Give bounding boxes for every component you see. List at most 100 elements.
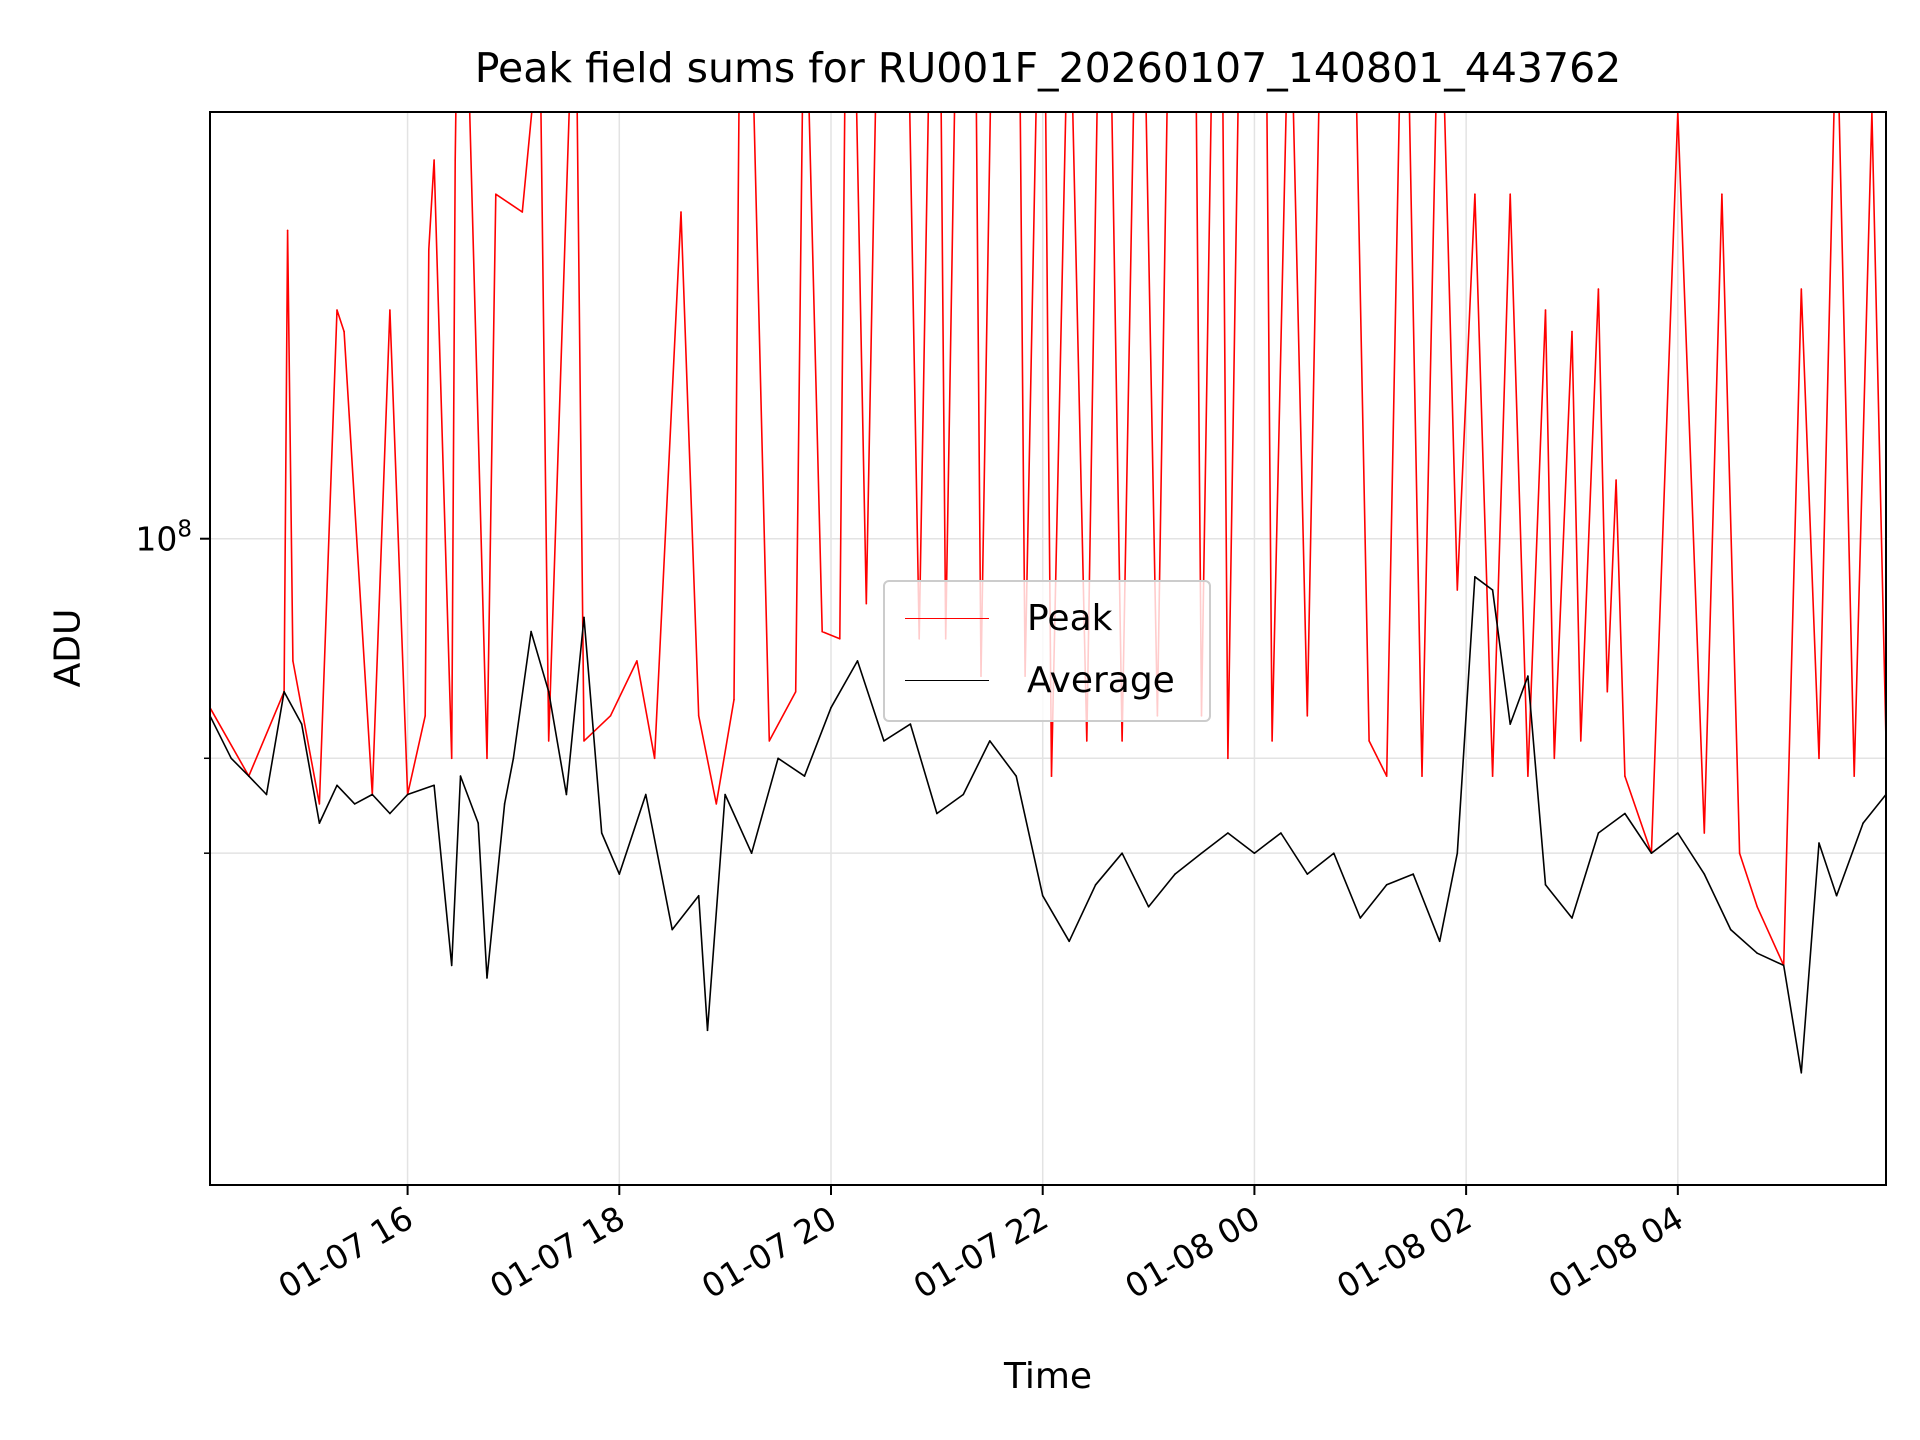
data-point-average [1306,873,1309,875]
data-point-peak [1624,775,1626,777]
x-tick-label: 01-07 18 [483,1198,631,1306]
data-point-peak [697,715,700,717]
data-point-average [1818,842,1820,844]
data-point-peak [865,602,868,605]
legend: Peak Average [883,580,1211,722]
data-point-average [565,793,568,796]
data-point-average [1147,906,1150,908]
data-point-average [706,1029,709,1032]
data-point-peak [547,740,550,742]
data-point-peak [636,660,638,662]
data-point-average [724,793,726,796]
data-point-average [1624,812,1626,815]
data-point-average [936,812,938,815]
x-tick-label: 01-07 16 [272,1198,420,1306]
data-point-peak [1050,775,1053,777]
data-point-average [697,894,700,897]
data-point-average [1227,832,1229,834]
x-tick-label: 01-08 04 [1542,1198,1690,1306]
legend-label-peak: Peak [1027,597,1113,639]
data-point-peak [1615,479,1617,481]
data-point-average [336,784,338,787]
legend-label-average: Average [1027,659,1175,701]
series-layer [210,25,1886,1074]
data-point-average [600,832,603,834]
data-point-peak [318,803,321,805]
x-tick-label: 01-08 00 [1118,1198,1266,1306]
data-point-peak [1227,757,1229,760]
data-point-average [1597,832,1600,834]
data-point-peak [1800,288,1803,290]
data-point-peak [1474,193,1476,195]
data-point-peak [539,25,541,27]
data-point-average [1527,675,1529,677]
data-point-average [1280,832,1282,834]
plot-frame [209,111,1887,1186]
data-point-average [1677,832,1679,834]
data-point-average [1509,723,1511,725]
data-point-average [1438,940,1441,943]
data-point-peak [428,248,430,251]
data-point-average [486,977,488,979]
data-point-average [1456,852,1459,854]
data-point-peak [680,211,682,213]
x-axis-label: Time [1003,1356,1093,1397]
data-point-average [750,852,753,854]
data-point-average [1862,822,1864,824]
data-point-average [1015,775,1017,777]
y-tick-label-base: 10 [135,520,177,559]
data-point-average [433,784,435,787]
data-point-average [883,740,885,742]
data-point-peak [733,698,735,701]
data-point-average [1094,884,1097,886]
data-point-peak [1721,193,1723,195]
grid-layer [210,112,1886,1185]
series-line-peak [210,112,1886,967]
data-point-average [300,723,303,725]
data-point-average [1041,894,1044,897]
data-point-average [530,630,532,633]
x-tick-label: 01-07 20 [695,1198,843,1306]
data-point-average [1544,884,1547,886]
data-point-average [989,740,991,742]
data-point-peak [821,630,823,633]
data-point-peak [389,309,391,311]
data-point-average [512,757,515,760]
data-point-average [353,803,356,805]
y-tick-label: 108 [135,517,192,559]
data-point-average [1253,852,1256,854]
data-point-average [777,757,779,760]
data-point-peak [336,309,338,311]
data-point-peak [1853,775,1855,777]
data-point-average [1200,852,1203,854]
data-point-average [1800,1072,1803,1074]
data-point-average [371,793,374,796]
data-point-average [283,690,285,693]
data-point-average [265,793,268,796]
data-point-average [962,793,965,796]
data-point-peak [1086,740,1088,742]
data-point-peak [839,638,841,640]
data-point-peak [1421,775,1423,777]
data-point-peak [1368,740,1370,742]
legend-item-average: Average [905,658,1175,702]
data-point-average [459,775,462,777]
data-point-peak [292,660,294,662]
data-point-average [830,706,832,709]
data-point-peak [454,159,457,161]
chart-title: Peak field sums for RU001F_20260107_1408… [474,44,1622,92]
data-point-average [248,775,250,777]
data-point-peak [1597,288,1600,290]
data-point-peak [286,229,289,232]
data-point-average [1121,852,1123,854]
data-point-average [1650,852,1653,854]
data-point-average [803,775,806,777]
data-point-average [1412,873,1414,875]
legend-swatch-peak [905,617,989,619]
data-point-average [583,616,585,619]
data-point-peak [1271,740,1273,742]
data-point-average [477,822,480,824]
data-point-peak [1606,690,1609,693]
data-point-average [618,873,621,875]
data-point-average [1068,940,1070,943]
